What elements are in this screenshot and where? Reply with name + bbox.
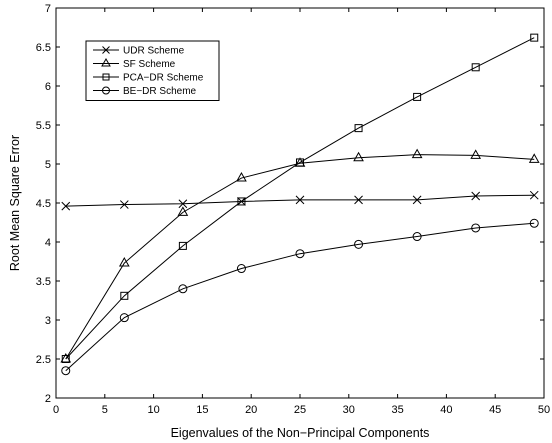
y-tick-label: 5 <box>45 159 51 171</box>
legend-label: PCA−DR Scheme <box>123 73 204 84</box>
legend: UDR Scheme SF Scheme PCA−DR Scheme BE−DR Sc… <box>85 40 220 101</box>
series-line-square <box>65 37 535 360</box>
x-tick-label: 5 <box>102 404 108 416</box>
data-point-circle <box>412 232 422 242</box>
data-point-x <box>529 190 539 200</box>
legend-item: PCA−DR Scheme <box>93 73 204 84</box>
legend-label: SF Scheme <box>123 59 176 70</box>
series-line-triangle <box>65 154 535 360</box>
data-point-circle <box>354 239 364 249</box>
data-point-triangle <box>236 172 247 182</box>
data-point-x <box>412 195 422 205</box>
x-tick-label: 0 <box>53 404 59 416</box>
data-point-square <box>61 355 70 363</box>
x-tick-label: 30 <box>343 404 355 416</box>
x-tick-label: 50 <box>538 404 550 416</box>
y-tick-label: 2.5 <box>36 354 51 366</box>
data-point-circle <box>295 249 305 259</box>
y-tick-label: 5.5 <box>36 120 51 132</box>
legend-item: BE−DR Scheme <box>93 86 197 97</box>
x-axis-label: Eigenvalues of the Non−Principal Compone… <box>171 426 430 440</box>
y-axis-label: Root Mean Square Error <box>8 135 22 271</box>
y-tick-label: 3 <box>45 315 51 327</box>
legend-marker-square <box>102 73 110 81</box>
legend-label: BE−DR Scheme <box>123 86 197 97</box>
legend-item: SF Scheme <box>93 57 176 70</box>
x-tick-label: 25 <box>294 404 306 416</box>
data-point-square <box>296 158 304 167</box>
data-point-triangle <box>118 257 130 267</box>
data-point-triangle <box>470 149 482 159</box>
x-tick-label: 20 <box>245 404 257 416</box>
legend-marker-x <box>102 46 110 54</box>
data-point-square <box>354 124 363 133</box>
data-point-circle <box>236 264 246 274</box>
data-point-triangle <box>411 148 423 159</box>
data-point-circle <box>471 223 481 233</box>
y-tick-label: 6.5 <box>36 42 51 54</box>
series-circle <box>61 218 539 376</box>
x-tick-label: 35 <box>391 404 403 416</box>
y-tick-label: 4 <box>45 237 51 249</box>
x-tick-label: 10 <box>147 404 159 416</box>
legend-label: UDR Scheme <box>123 46 185 57</box>
data-point-square <box>413 92 422 101</box>
legend-marker-triangle <box>101 57 111 67</box>
x-tick-label: 15 <box>196 404 208 416</box>
data-point-triangle <box>353 151 364 162</box>
y-tick-label: 3.5 <box>36 276 51 288</box>
data-point-x <box>354 195 363 205</box>
x-tick-label: 45 <box>489 404 501 416</box>
data-point-x <box>295 195 305 205</box>
data-point-square <box>120 291 129 300</box>
series-square <box>61 33 539 363</box>
y-tick-label: 6 <box>45 81 51 93</box>
data-point-square <box>178 241 187 250</box>
x-tick-label: 40 <box>440 404 452 416</box>
legend-item: UDR Scheme <box>93 46 185 57</box>
data-point-x <box>471 191 481 201</box>
data-point-x <box>61 201 71 211</box>
data-point-circle <box>178 284 188 294</box>
data-point-square <box>471 63 480 72</box>
series-group <box>60 33 540 376</box>
data-point-triangle <box>177 206 189 216</box>
legend-marker-circle <box>102 86 110 95</box>
data-point-triangle <box>528 153 540 163</box>
data-point-circle <box>119 313 129 323</box>
data-point-circle <box>529 218 539 228</box>
series-x <box>61 190 539 211</box>
y-tick-label: 2 <box>45 393 51 405</box>
data-point-circle <box>61 366 71 376</box>
data-point-x <box>119 200 129 209</box>
axis-ticks: 0 5 10 15 20 25 30 35 40 45 50 2 2.5 3 3.5 4 4.5 5 5.5 6 6.5… <box>36 3 550 416</box>
data-point-x <box>178 199 188 209</box>
y-tick-label: 4.5 <box>36 198 51 210</box>
data-point-square <box>530 33 539 42</box>
series-line-circle <box>65 222 535 372</box>
y-tick-label: 7 <box>45 3 51 15</box>
data-point-square <box>237 197 246 206</box>
